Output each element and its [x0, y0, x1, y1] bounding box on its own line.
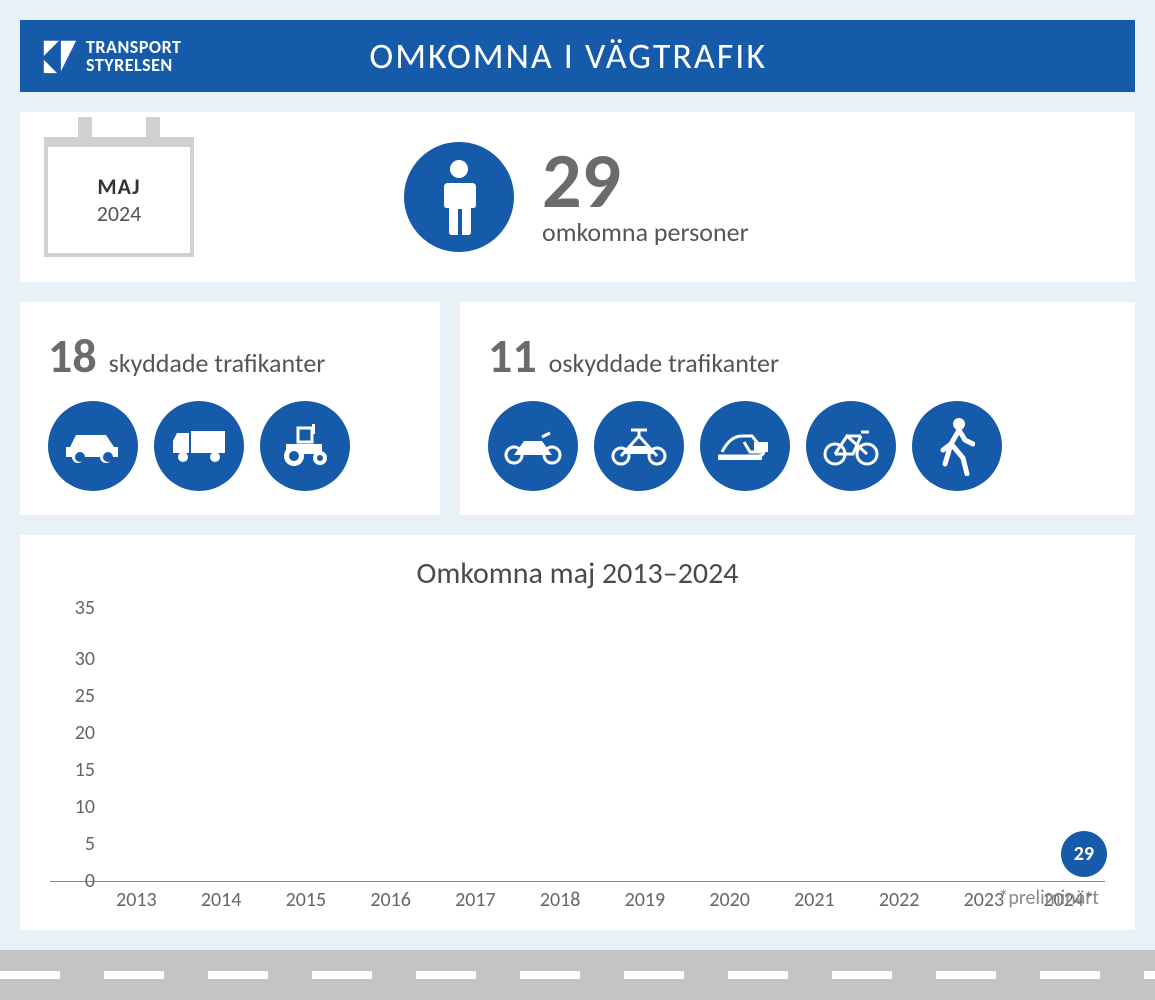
protected-label: skyddade trafikanter [109, 347, 326, 379]
car-icon [48, 401, 138, 491]
calendar-year: 2024 [97, 200, 142, 227]
chart-bubble: 29 [1061, 831, 1107, 877]
protected-number: 18 [48, 326, 97, 385]
motorcycle-icon [488, 401, 578, 491]
header-bar: TRANSPORT STYRELSEN OMKOMNA I VÄGTRAFIK [20, 20, 1135, 92]
person-icon [404, 142, 514, 252]
moped-icon [594, 401, 684, 491]
tractor-icon [260, 401, 350, 491]
y-tick: 30 [50, 649, 95, 669]
x-label: 2014 [185, 888, 258, 912]
x-label: 2015 [270, 888, 343, 912]
y-tick: 15 [50, 760, 95, 780]
y-tick: 0 [50, 871, 95, 891]
calendar-icon: MAJ 2024 [44, 137, 194, 257]
calendar-month: MAJ [97, 173, 140, 200]
pedestrian-icon [912, 401, 1002, 491]
x-label: 2017 [439, 888, 512, 912]
y-tick: 25 [50, 686, 95, 706]
main-number: 29 [542, 146, 749, 216]
summary-panel: MAJ 2024 29 omkomna personer [20, 112, 1135, 282]
x-label: 2019 [609, 888, 682, 912]
y-tick: 5 [50, 834, 95, 854]
x-label: 2013 [100, 888, 173, 912]
y-tick: 35 [50, 598, 95, 618]
x-label: 2022 [863, 888, 936, 912]
unprotected-panel: 11 oskyddade trafikanter [460, 302, 1135, 515]
bar-chart: 35302520151050 29 [50, 602, 1105, 882]
y-tick: 10 [50, 797, 95, 817]
chart-panel: Omkomna maj 2013–2024 35302520151050 29 … [20, 535, 1135, 930]
bicycle-icon [806, 401, 896, 491]
x-label: 2018 [524, 888, 597, 912]
truck-icon [154, 401, 244, 491]
main-label: omkomna personer [542, 216, 749, 248]
unprotected-number: 11 [488, 326, 537, 385]
x-label: 2016 [354, 888, 427, 912]
road-footer [0, 950, 1155, 1000]
x-label: 2020 [693, 888, 766, 912]
snowmobile-icon [700, 401, 790, 491]
page-title: OMKOMNA I VÄGTRAFIK [21, 34, 1115, 78]
x-label: 2021 [778, 888, 851, 912]
chart-title: Omkomna maj 2013–2024 [50, 555, 1105, 592]
unprotected-label: oskyddade trafikanter [549, 347, 779, 379]
y-tick: 20 [50, 723, 95, 743]
protected-panel: 18 skyddade trafikanter [20, 302, 440, 515]
